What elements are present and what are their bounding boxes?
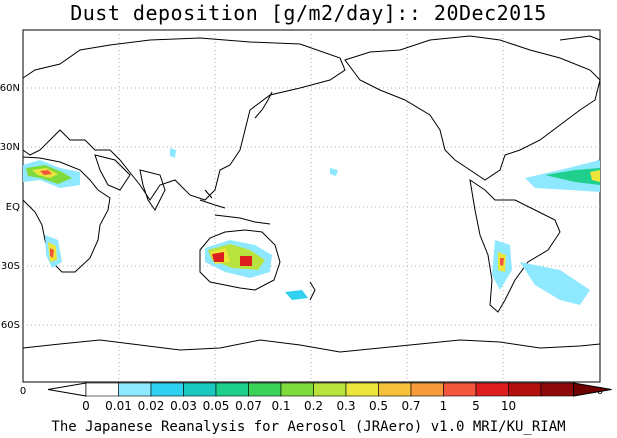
colorbar-swatch xyxy=(378,382,412,397)
colorbar xyxy=(47,382,612,397)
colorbar-tick-label: 0.05 xyxy=(203,399,230,413)
colorbar-tick-label: 10 xyxy=(501,399,516,413)
colorbar-tick-label: 0.07 xyxy=(235,399,262,413)
colorbar-tick-label: 0.01 xyxy=(105,399,132,413)
lat-label-30n: 30N xyxy=(0,142,20,153)
colorbar-tick-label: 5 xyxy=(472,399,480,413)
colorbar-swatch xyxy=(313,382,347,397)
colorbar-swatch xyxy=(280,382,314,397)
colorbar-swatch xyxy=(183,382,217,397)
colorbar-swatch xyxy=(118,382,152,397)
colorbar-swatch xyxy=(508,382,542,397)
coastlines xyxy=(22,35,601,353)
footer-credit: The Japanese Reanalysis for Aerosol (JRA… xyxy=(51,419,566,435)
dust-field xyxy=(23,148,600,305)
graticule xyxy=(23,30,600,382)
colorbar-swatch xyxy=(85,382,119,397)
colorbar-swatch xyxy=(345,382,379,397)
colorbar-swatch xyxy=(215,382,249,397)
lat-label-60n: 60N xyxy=(0,83,20,94)
colorbar-tick-label: 0.1 xyxy=(271,399,290,413)
colorbar-labels: 0 0.01 0.02 0.03 0.05 0.07 0.1 0.2 0.3 0.5 0.7 1 5 10 xyxy=(82,399,516,413)
colorbar-tick-label: 0.03 xyxy=(170,399,197,413)
axis-edge-label-left: 0 xyxy=(20,386,26,397)
colorbar-max-triangle xyxy=(573,382,612,397)
map-title: Dust deposition [g/m2/day]:: 20Dec2015 xyxy=(70,1,547,25)
map-frame xyxy=(22,29,601,383)
colorbar-tick-label: 0.3 xyxy=(336,399,355,413)
colorbar-swatch xyxy=(248,382,282,397)
colorbar-swatch xyxy=(443,382,477,397)
colorbar-swatch xyxy=(540,382,574,397)
colorbar-swatch xyxy=(475,382,509,397)
colorbar-swatch xyxy=(150,382,184,397)
colorbar-swatch xyxy=(410,382,444,397)
colorbar-tick-label: 0.5 xyxy=(369,399,388,413)
colorbar-min-triangle xyxy=(47,382,87,397)
lat-label-30s: 30S xyxy=(1,261,20,272)
colorbar-tick-label: 0.2 xyxy=(304,399,323,413)
colorbar-tick-label: 0.7 xyxy=(401,399,420,413)
lat-label-eq: EQ xyxy=(6,202,20,213)
lat-label-60s: 60S xyxy=(1,320,20,331)
colorbar-tick-label: 0 xyxy=(82,399,90,413)
colorbar-tick-label: 0.02 xyxy=(138,399,165,413)
colorbar-tick-label: 1 xyxy=(440,399,448,413)
